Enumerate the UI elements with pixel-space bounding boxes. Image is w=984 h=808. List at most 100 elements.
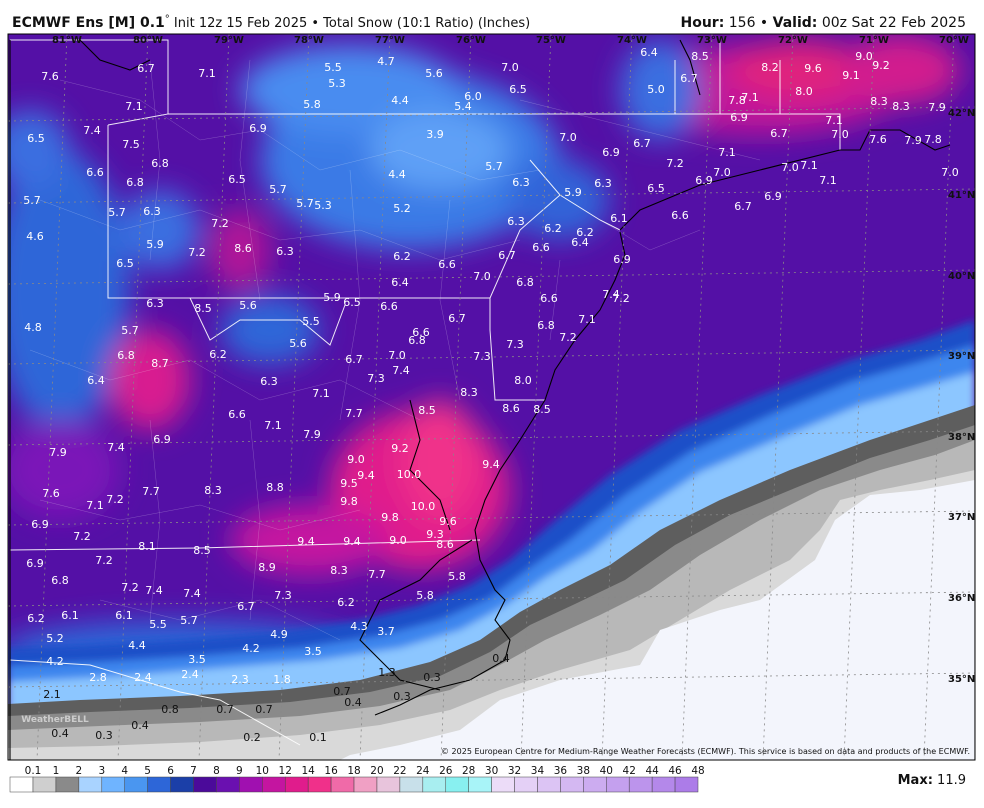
snow-value: 8.0 <box>795 85 813 98</box>
snow-value: 8.1 <box>138 540 156 553</box>
snow-value: 0.4 <box>344 696 362 709</box>
snow-value: 5.3 <box>328 77 346 90</box>
snow-value: 7.8 <box>924 133 942 146</box>
snow-value: 6.1 <box>610 212 628 225</box>
snow-value: 7.1 <box>198 67 216 80</box>
latitude-line <box>8 106 975 122</box>
longitude-line <box>520 34 552 760</box>
snow-value: 7.2 <box>612 292 630 305</box>
map-frame <box>7 33 976 761</box>
snow-value: 5.3 <box>314 199 332 212</box>
colorbar-cell <box>9 776 34 793</box>
snow-value: 6.6 <box>228 408 246 421</box>
snow-value: 5.7 <box>296 197 314 210</box>
snow-value: 5.7 <box>269 183 287 196</box>
model-name: ECMWF Ens [M] 0.1 <box>12 15 165 31</box>
latitude-line <box>8 349 975 365</box>
colorbar-cell <box>445 776 469 793</box>
snow-value: 6.5 <box>509 83 527 96</box>
snow-value: 0.4 <box>492 652 510 665</box>
snow-value: 5.7 <box>180 614 198 627</box>
colorbar-label: 30 <box>485 765 498 777</box>
colorbar-cell <box>468 776 492 793</box>
snow-value: 6.7 <box>345 353 363 366</box>
snow-value: 7.4 <box>145 584 163 597</box>
snow-value: 4.2 <box>242 642 260 655</box>
snow-value: 6.2 <box>27 612 45 625</box>
snow-value: 7.6 <box>869 133 887 146</box>
snow-value: 8.0 <box>514 374 532 387</box>
snow-value: 6.7 <box>734 200 752 213</box>
latitude-label: 40°N <box>948 271 975 282</box>
snow-value: 8.2 <box>761 61 779 74</box>
snow-value: 7.1 <box>125 100 143 113</box>
snow-value: 4.9 <box>270 628 288 641</box>
snow-value: 7.3 <box>274 589 292 602</box>
snow-value: 5.9 <box>564 186 582 199</box>
colorbar-cell <box>606 776 630 793</box>
snow-value: 7.0 <box>501 61 519 74</box>
snow-value: 6.3 <box>143 205 161 218</box>
colorbar-cell <box>514 776 538 793</box>
snow-value: 5.5 <box>149 618 167 631</box>
snow-value: 5.2 <box>46 632 64 645</box>
snow-value: 6.5 <box>647 182 665 195</box>
longitude-line <box>440 34 472 760</box>
snow-value: 4.4 <box>128 639 146 652</box>
snow-value: 6.3 <box>594 177 612 190</box>
snow-value: 6.3 <box>276 245 294 258</box>
snow-value: 9.8 <box>340 495 358 508</box>
snow-value: 5.7 <box>485 160 503 173</box>
snow-value: 6.8 <box>537 319 555 332</box>
snow-value: 7.0 <box>831 128 849 141</box>
snow-value: 0.7 <box>216 703 234 716</box>
snow-value: 6.9 <box>613 253 631 266</box>
snow-value: 9.6 <box>439 515 457 528</box>
latitude-line <box>8 188 975 204</box>
colorbar-label: 36 <box>554 765 568 777</box>
snow-value: 2.4 <box>181 668 199 681</box>
colorbar-cell <box>560 776 584 793</box>
snow-value: 4.8 <box>24 321 42 334</box>
snow-value: 0.4 <box>131 719 149 732</box>
latitude-line <box>8 591 975 607</box>
colorbar-cell <box>376 776 401 793</box>
snow-value: 6.2 <box>337 596 355 609</box>
snow-value: 8.3 <box>892 100 910 113</box>
latitude-line <box>8 430 975 446</box>
snow-value: 3.5 <box>188 653 206 666</box>
snow-value: 6.7 <box>770 127 788 140</box>
snow-value: 6.6 <box>380 300 398 313</box>
colorbar-label: 20 <box>370 765 383 777</box>
colorbar-label: 18 <box>347 765 360 777</box>
snow-value: 6.8 <box>126 176 144 189</box>
snow-values: 7.66.7 7.1 5.5 4.75.35.6 7.06.56.4 8.58.2 9.69… <box>23 46 959 744</box>
snow-value: 6.1 <box>115 609 133 622</box>
longitude-line <box>923 34 955 760</box>
longitude-label: 79°W <box>214 35 244 46</box>
latitude-label: 39°N <box>948 351 975 362</box>
snow-value: 6.7 <box>237 600 255 613</box>
snow-value: 8.9 <box>258 561 276 574</box>
snow-value: 4.6 <box>26 230 44 243</box>
snow-value: 6.8 <box>408 334 426 347</box>
colorbar-cell <box>353 776 378 793</box>
longitude-label: 74°W <box>617 35 647 46</box>
copyright: © 2025 European Centre for Medium-Range … <box>441 747 970 756</box>
snow-value: 0.8 <box>161 703 179 716</box>
snow-value: 9.3 <box>426 528 444 541</box>
snow-value: 7.5 <box>122 138 140 151</box>
colorbar-label: 3 <box>98 765 105 777</box>
snow-value: 7.9 <box>928 101 946 114</box>
colorbar-label: 1 <box>53 765 60 777</box>
snow-value: 6.9 <box>153 433 171 446</box>
colorbar-cell <box>537 776 561 793</box>
snow-value: 1.3 <box>378 666 396 679</box>
snow-value: 5.6 <box>289 337 307 350</box>
snow-value: 5.5 <box>302 315 320 328</box>
colorbar-cell <box>330 776 355 793</box>
snow-value: 9.0 <box>855 50 873 63</box>
snow-value: 5.8 <box>448 570 466 583</box>
colorbar-cell <box>147 776 171 793</box>
colorbar-cell <box>101 776 125 793</box>
